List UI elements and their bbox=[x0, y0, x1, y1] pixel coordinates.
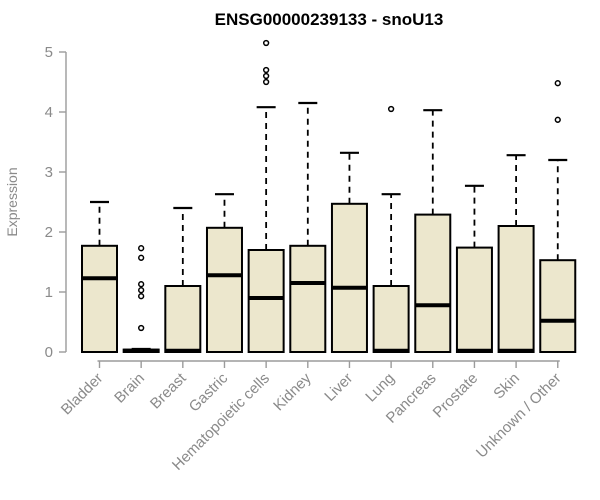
iqr-box bbox=[289, 244, 327, 353]
box-bladder bbox=[81, 200, 118, 353]
x-tick-label-brain: Brain bbox=[111, 370, 148, 407]
iqr-box bbox=[247, 249, 285, 353]
iqr-box bbox=[164, 285, 202, 353]
box-brain bbox=[122, 245, 160, 354]
box-gastric bbox=[205, 193, 243, 353]
outlier-point bbox=[262, 66, 270, 74]
y-tick-label: 3 bbox=[45, 164, 53, 181]
outlier-point bbox=[138, 293, 145, 300]
x-tick-label-breast: Breast bbox=[147, 369, 190, 412]
box-hematopoietic-cells bbox=[247, 39, 285, 353]
outlier-point bbox=[262, 72, 270, 80]
y-tick-label: 4 bbox=[45, 104, 53, 121]
outlier-point bbox=[138, 245, 145, 252]
iqr-box bbox=[414, 213, 452, 353]
outlier-point bbox=[262, 39, 270, 47]
x-tick-label-skin: Skin bbox=[490, 370, 523, 403]
y-axis-label: Expression bbox=[4, 167, 20, 236]
outlier-point bbox=[138, 281, 145, 288]
x-tick-label-kidney: Kidney bbox=[270, 369, 315, 414]
outlier-point bbox=[138, 324, 145, 332]
box-pancreas bbox=[414, 109, 452, 353]
box-liver bbox=[330, 151, 368, 353]
y-tick-label: 2 bbox=[45, 224, 53, 241]
iqr-box bbox=[372, 285, 410, 353]
x-tick-label-liver: Liver bbox=[321, 370, 356, 405]
y-tick-label: 0 bbox=[45, 344, 53, 361]
outlier-point bbox=[387, 105, 395, 113]
chart-title: ENSG00000239133 - snoU13 bbox=[215, 10, 444, 29]
iqr-box bbox=[81, 244, 118, 353]
iqr-box bbox=[539, 259, 577, 354]
y-tick-label: 1 bbox=[45, 284, 53, 301]
box-breast bbox=[164, 206, 202, 353]
outlier-point bbox=[138, 254, 145, 261]
outlier-point bbox=[262, 78, 270, 86]
iqr-box bbox=[205, 226, 243, 353]
x-tick-label-bladder: Bladder bbox=[58, 370, 107, 419]
iqr-box bbox=[330, 202, 368, 353]
box-unknown-other bbox=[539, 80, 577, 354]
box-lung bbox=[372, 105, 410, 353]
iqr-box bbox=[497, 225, 535, 353]
outlier-point bbox=[554, 80, 561, 87]
y-tick-label: 5 bbox=[45, 44, 53, 61]
box-skin bbox=[497, 154, 535, 353]
box-prostate bbox=[455, 184, 493, 354]
box-kidney bbox=[289, 101, 327, 353]
outlier-point bbox=[138, 287, 145, 294]
iqr-box bbox=[455, 246, 493, 354]
outlier-point bbox=[554, 116, 561, 123]
x-tick-label-prostate: Prostate bbox=[430, 370, 482, 422]
x-tick-label-lung: Lung bbox=[362, 370, 398, 406]
